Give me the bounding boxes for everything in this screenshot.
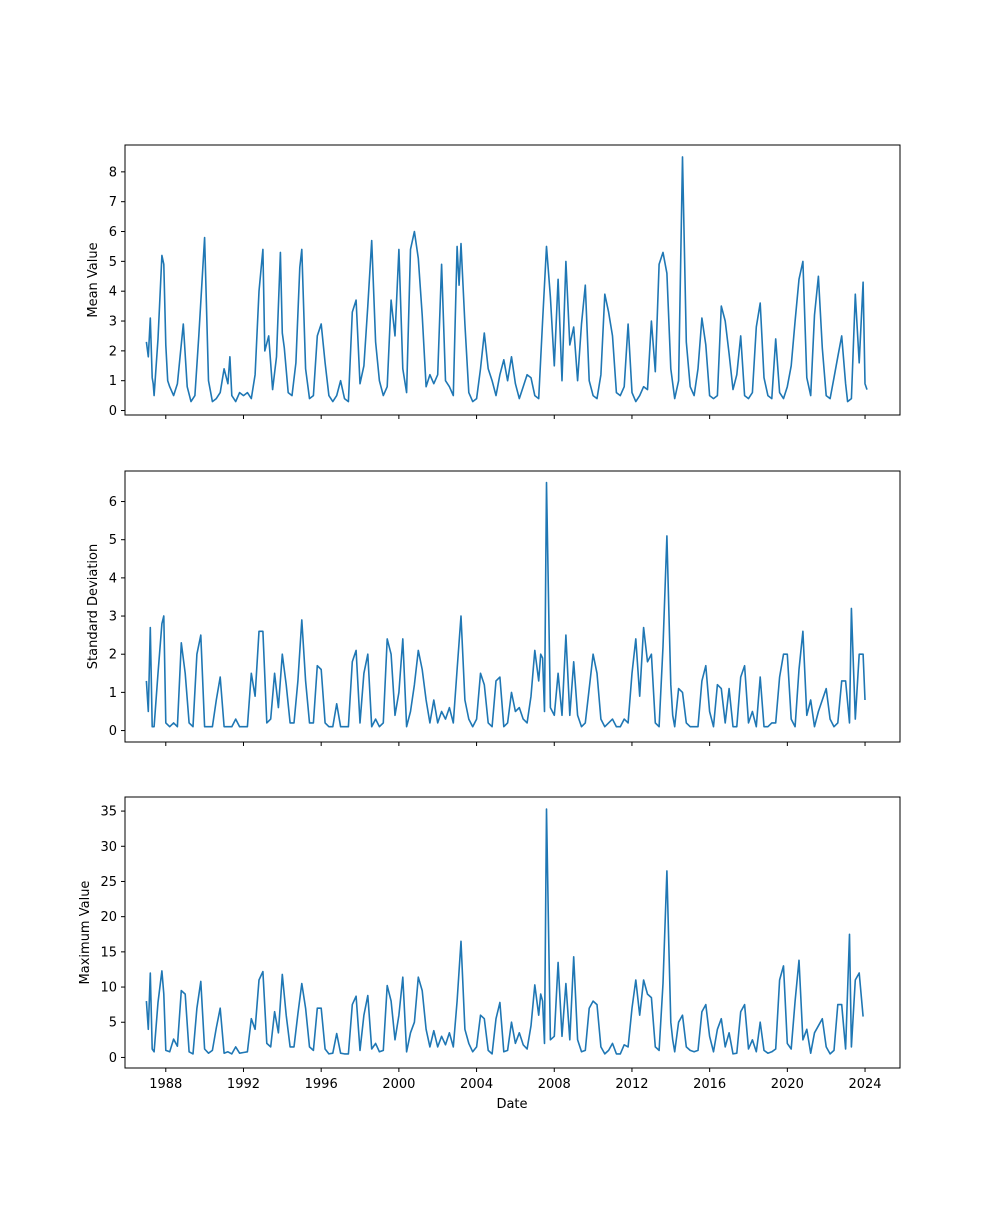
max-y-tick-label: 10	[100, 981, 117, 996]
std-series-line	[145, 481, 866, 728]
maximum-value-panel: 0 5 10 15 20 25 30 35 1988 1992 1996 2000 2004 2008 20…	[78, 796, 901, 1092]
std-y-tick-label: 0	[109, 724, 117, 739]
max-y-tick-label: 0	[109, 1051, 117, 1066]
std-y-tick-label: 2	[109, 648, 117, 663]
max-y-tick-label: 30	[100, 840, 117, 855]
max-plot-frame	[124, 796, 901, 1069]
max-y-tick-label: 15	[100, 945, 117, 960]
max-y-tick-label: 25	[100, 875, 117, 890]
x-tick-label: 2008	[538, 1077, 571, 1092]
mean-y-tick-label: 3	[109, 315, 117, 330]
x-tick-label: 1992	[227, 1077, 260, 1092]
std-y-axis-label: Standard Deviation	[86, 544, 101, 669]
mean-value-panel: 0 1 2 3 4 5 6 7 8 Mean Value	[86, 144, 901, 419]
max-y-axis-label: Maximum Value	[78, 881, 93, 985]
std-plot-frame	[124, 470, 901, 743]
x-tick-label: 1988	[149, 1077, 182, 1092]
standard-deviation-panel: 0 1 2 3 4 5 6 Standard Deviation	[86, 470, 901, 746]
mean-y-tick-label: 0	[109, 404, 117, 419]
mean-y-tick-label: 5	[109, 255, 117, 270]
x-tick-label: 2000	[382, 1077, 415, 1092]
mean-y-tick-label: 4	[109, 285, 117, 300]
x-tick-label: 2024	[848, 1077, 881, 1092]
mean-y-axis-label: Mean Value	[86, 242, 101, 317]
mean-y-tick-label: 8	[109, 165, 117, 180]
mean-y-tick-label: 6	[109, 225, 117, 240]
x-tick-label: 2016	[693, 1077, 726, 1092]
mean-y-tick-label: 1	[109, 374, 117, 389]
x-tick-label: 1996	[305, 1077, 338, 1092]
x-tick-label: 2020	[771, 1077, 804, 1092]
x-tick-label: 2012	[615, 1077, 648, 1092]
std-y-tick-label: 5	[109, 533, 117, 548]
std-y-tick-label: 4	[109, 571, 117, 586]
mean-y-tick-label: 2	[109, 344, 117, 359]
std-y-tick-label: 3	[109, 610, 117, 625]
mean-y-tick-label: 7	[109, 195, 117, 210]
mean-plot-frame	[124, 144, 901, 416]
max-series-line	[145, 808, 864, 1055]
std-y-tick-label: 6	[109, 495, 117, 510]
max-y-tick-label: 5	[109, 1016, 117, 1031]
std-y-tick-label: 1	[109, 686, 117, 701]
max-y-tick-label: 35	[100, 805, 117, 820]
x-tick-label: 2004	[460, 1077, 493, 1092]
mean-series-line	[145, 156, 868, 403]
x-axis-label: Date	[496, 1097, 527, 1112]
max-y-tick-label: 20	[100, 910, 117, 925]
